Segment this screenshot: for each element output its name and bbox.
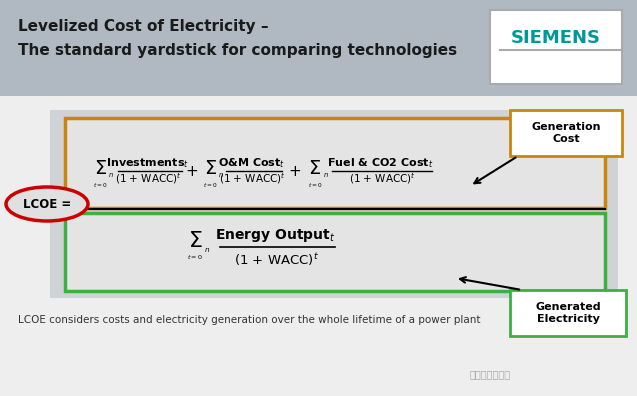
- Text: $\Sigma$: $\Sigma$: [188, 231, 203, 251]
- Text: SIEMENS: SIEMENS: [511, 29, 601, 47]
- Bar: [0, 96, 637, 396]
- Bar: [50, 110, 618, 298]
- Text: (1 + WACC)$^t$: (1 + WACC)$^t$: [348, 171, 415, 187]
- Text: $\Sigma$: $\Sigma$: [308, 158, 322, 177]
- Text: $^n$: $^n$: [218, 172, 224, 182]
- Bar: [510, 110, 622, 156]
- Bar: [510, 290, 626, 336]
- Text: (1 + WACC)$^t$: (1 + WACC)$^t$: [218, 171, 285, 187]
- Text: LCOE =: LCOE =: [23, 198, 71, 211]
- Bar: [0, 0, 637, 96]
- Text: Levelized Cost of Electricity –: Levelized Cost of Electricity –: [18, 19, 269, 34]
- Text: $_{t=0}$: $_{t=0}$: [203, 181, 217, 190]
- Text: 国际能源小数据: 国际能源小数据: [469, 369, 511, 379]
- Text: Generated
Electricity: Generated Electricity: [535, 302, 601, 324]
- Text: $\Sigma$: $\Sigma$: [94, 158, 106, 177]
- Text: Investments$_t$: Investments$_t$: [106, 156, 190, 170]
- Text: The standard yardstick for comparing technologies: The standard yardstick for comparing tec…: [18, 44, 457, 59]
- Text: $\Sigma$: $\Sigma$: [203, 158, 217, 177]
- Text: Energy Output$_t$: Energy Output$_t$: [215, 227, 335, 244]
- Text: $_{t=0}$: $_{t=0}$: [187, 253, 203, 263]
- Text: $^n$: $^n$: [323, 172, 329, 182]
- Text: $_{t=0}$: $_{t=0}$: [92, 181, 108, 190]
- Text: Generation
Cost: Generation Cost: [531, 122, 601, 144]
- Text: O&M Cost$_t$: O&M Cost$_t$: [218, 156, 285, 170]
- Text: $+$: $+$: [185, 164, 199, 179]
- Text: (1 + WACC)$^t$: (1 + WACC)$^t$: [115, 171, 182, 187]
- Text: LCOE considers costs and electricity generation over the whole lifetime of a pow: LCOE considers costs and electricity gen…: [18, 315, 480, 325]
- Bar: [490, 10, 622, 84]
- Bar: [65, 213, 605, 291]
- Ellipse shape: [6, 187, 88, 221]
- Text: Fuel & CO2 Cost$_t$: Fuel & CO2 Cost$_t$: [327, 156, 433, 170]
- Text: $^n$: $^n$: [108, 172, 114, 182]
- Text: $+$: $+$: [289, 164, 301, 179]
- Text: $^n$: $^n$: [204, 247, 210, 257]
- Bar: [65, 118, 605, 208]
- Text: $_{t=0}$: $_{t=0}$: [308, 181, 322, 190]
- Text: (1 + WACC)$^t$: (1 + WACC)$^t$: [234, 252, 318, 268]
